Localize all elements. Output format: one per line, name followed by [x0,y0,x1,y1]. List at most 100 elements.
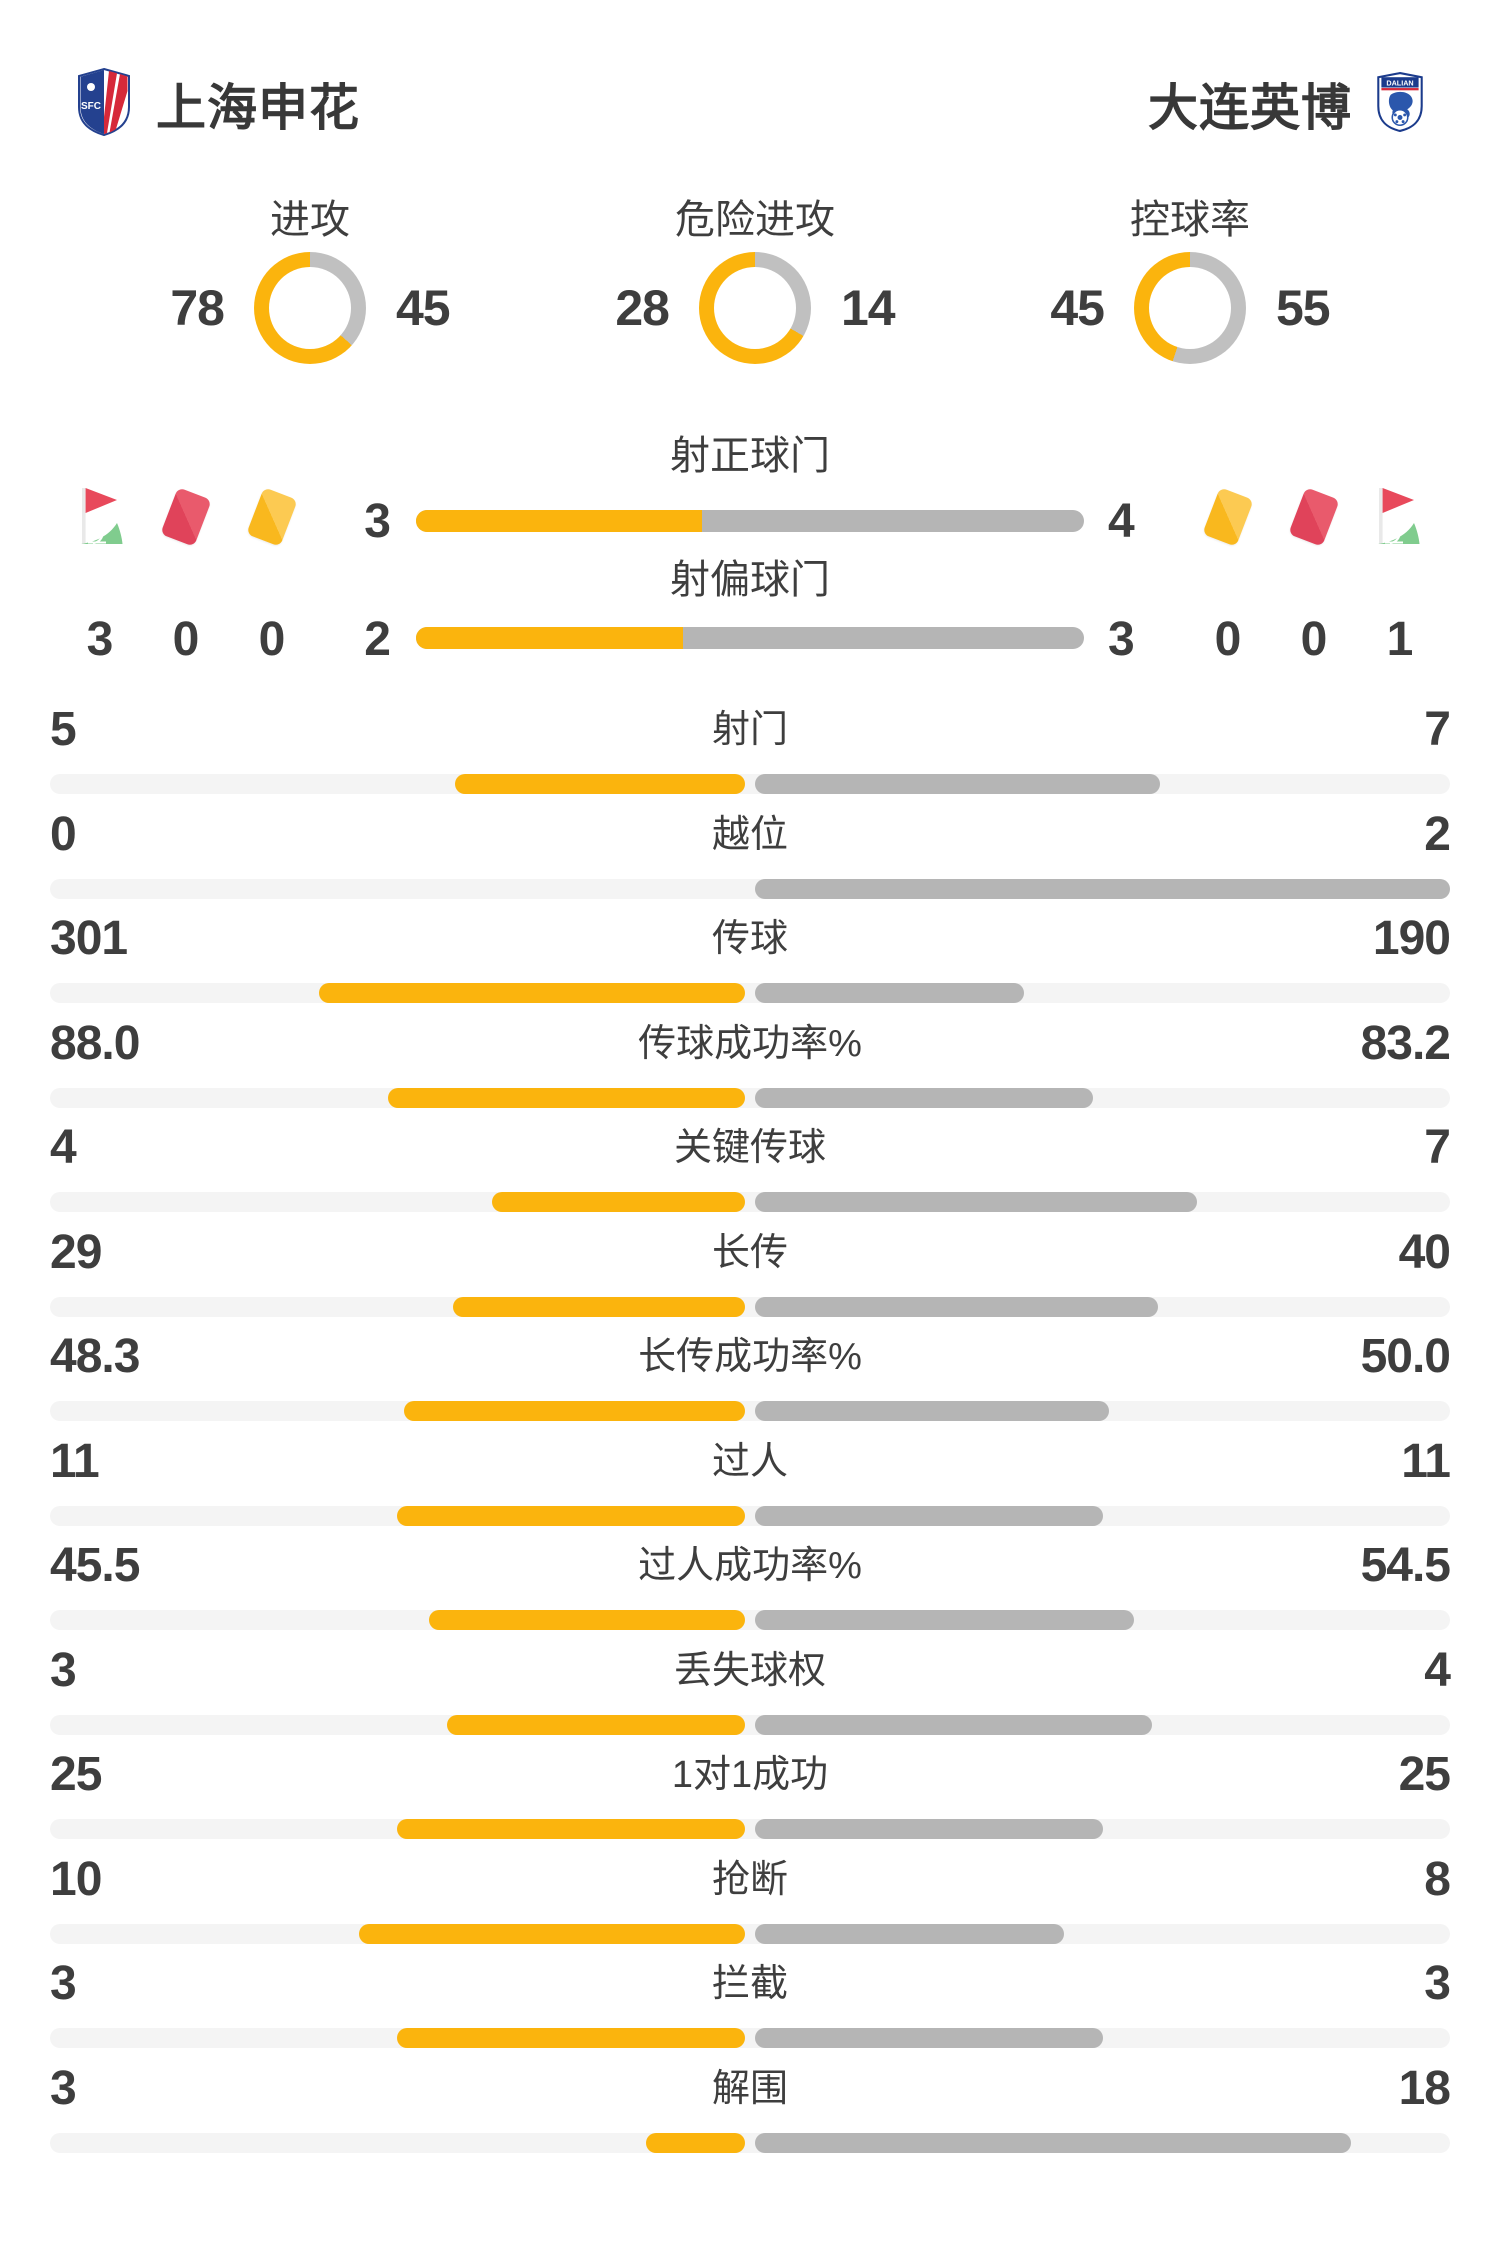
stat-label: 越位 [711,813,788,856]
stat-home-value: 45.5 [50,1539,140,1592]
stat-row-10: 25 1对1成功 25 [0,1739,1500,1844]
stat-row-8: 45.5 过人成功率% 54.5 [0,1530,1500,1635]
donut-ring [699,252,811,364]
stat-away-bar [755,2132,1351,2153]
stat-away-bar [755,774,1160,794]
stat-away-bar [755,1819,1103,1839]
stat-away-bar [755,1087,1093,1108]
stat-home-value: 10 [50,1852,102,1906]
stat-label: 传球 [711,918,788,960]
stat-away-value: 4 [1424,1643,1451,1697]
stat-label: 射门 [711,709,788,751]
stat-label: 1对1成功 [671,1754,829,1796]
home-team-name: 上海申花 [156,80,360,136]
away-yellow-card-count: 0 [1214,613,1242,666]
stat-away-value: 11 [1401,1434,1451,1488]
stat-row-4: 4 关键传球 7 [0,1112,1500,1217]
away-team-header[interactable]: DALIAN 大连英博 [1148,62,1424,146]
stat-track [50,1505,1450,1526]
stat-home-bar [359,1923,745,1944]
stat-away-value: 7 [1424,1121,1451,1174]
stat-away-bar [755,1714,1152,1735]
stat-label: 关键传球 [673,1127,826,1169]
shots-on-target-away-value: 4 [1108,495,1135,548]
stat-row-12: 3 拦截 3 [0,1948,1500,2053]
donut-group-2: 控球率 45 55 [970,196,1410,364]
stat-away-value: 190 [1372,912,1451,965]
stat-away-value: 54.5 [1360,1539,1451,1592]
donut-group-1: 危险进攻 28 14 [535,196,975,364]
shots-off-target-title: 射偏球门 [670,558,830,602]
donut-home-value: 78 [170,280,225,336]
stat-label: 解围 [711,2067,788,2110]
svg-text:SFC: SFC [81,101,101,112]
stat-away-bar [755,1923,1064,1944]
stat-away-bar [755,878,1450,899]
donut-away-value: 55 [1276,280,1331,336]
stat-track [50,1192,1450,1212]
stat-away-bar [755,1192,1197,1212]
home-team-header[interactable]: SFC 上海申花 [76,62,360,146]
stat-track [50,1714,1450,1735]
stat-home-value: 3 [50,2061,77,2115]
stat-home-bar [397,2028,745,2048]
shots-on-target-bar [416,510,1084,532]
away-team-name: 大连英博 [1148,80,1352,136]
svg-text:DALIAN: DALIAN [1386,78,1413,87]
away-corner-flag-icon [1368,486,1426,548]
stat-row-11: 10 抢断 8 [0,1844,1500,1949]
donut-hole [269,267,351,349]
shots-off-target-away-value: 3 [1108,613,1135,666]
stat-track [50,1923,1450,1944]
stat-home-bar [453,1296,745,1317]
stat-track [50,1087,1450,1108]
stat-away-value: 2 [1424,807,1451,861]
stat-home-value: 3 [50,1957,77,2010]
donut-group-0: 进攻 78 45 [90,196,530,364]
stat-label: 丢失球权 [673,1649,826,1692]
donut-title: 控球率 [1130,198,1250,242]
stat-home-bar [404,1401,745,1421]
stat-home-value: 301 [50,912,128,965]
stat-row-3: 88.0 传球成功率% 83.2 [0,1008,1500,1113]
away-corner-count: 1 [1386,613,1414,666]
corner-flag-icon [71,486,129,548]
stat-away-bar [755,1296,1158,1317]
stat-away-value: 40 [1398,1225,1451,1279]
stat-home-value: 25 [50,1748,102,1801]
donut-title: 危险进攻 [675,198,835,242]
away-red-card-icon [1288,486,1340,548]
donut-home-value: 28 [615,280,670,336]
stat-away-bar [755,1610,1134,1630]
shenhua-crest-icon: SFC [76,67,132,142]
stat-home-bar [319,983,745,1003]
stat-away-value: 18 [1398,2061,1451,2115]
stat-label: 拦截 [711,1963,788,2005]
donut-hole [1149,267,1231,349]
shots-on-target-home-value: 3 [364,495,391,548]
stat-track [50,983,1450,1003]
stat-track [50,1401,1450,1421]
shots-off-target-home-fill [416,627,684,649]
donut-away-value: 45 [396,280,451,336]
shots-off-target-home-value: 2 [364,613,391,666]
stat-home-value: 4 [50,1121,77,1174]
stat-home-bar [388,1087,745,1108]
stat-away-value: 7 [1424,703,1451,756]
donut-home-value: 45 [1050,280,1105,336]
home-corner-count: 3 [86,613,114,666]
stat-home-value: 48.3 [50,1330,140,1383]
stat-home-bar [455,774,745,794]
stat-row-13: 3 解围 18 [0,2053,1500,2158]
stat-track [50,774,1450,794]
stat-home-bar [646,2132,745,2153]
home-red-card-icon [160,486,212,548]
stat-home-bar [492,1192,745,1212]
stat-away-bar [755,983,1024,1003]
stat-track [50,1296,1450,1317]
away-red-card-count: 0 [1300,613,1328,666]
stat-home-value: 3 [50,1643,77,1697]
stat-track [50,1610,1450,1630]
stat-home-value: 11 [50,1434,100,1488]
stat-row-0: 5 射门 7 [0,694,1500,799]
